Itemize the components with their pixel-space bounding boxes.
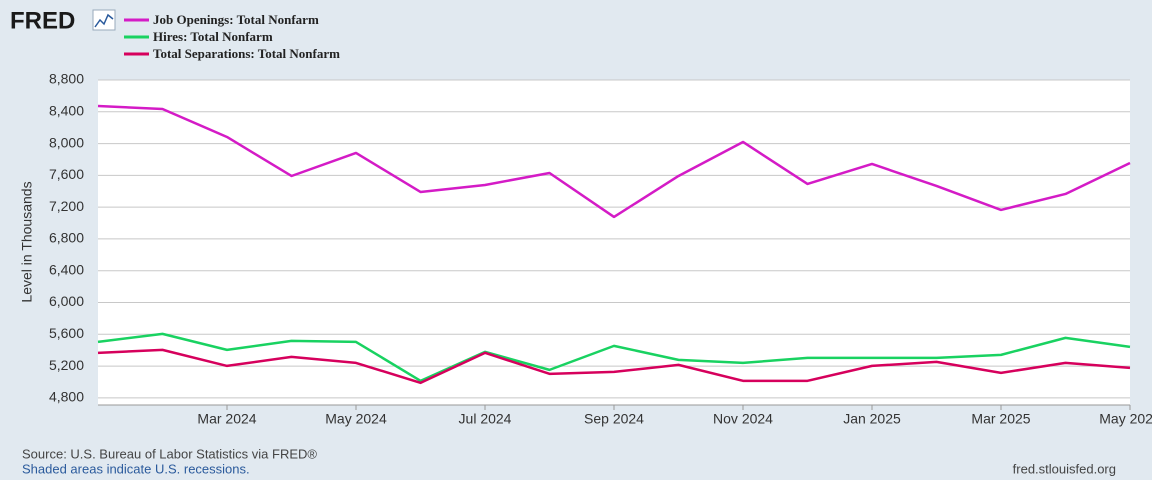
y-tick-label: 8,400	[49, 102, 84, 118]
legend-label: Job Openings: Total Nonfarm	[153, 12, 319, 27]
x-tick-label: May 2025	[1099, 411, 1152, 427]
recession-note[interactable]: Shaded areas indicate U.S. recessions.	[22, 461, 250, 476]
x-tick-label: May 2024	[325, 411, 387, 427]
y-tick-label: 8,800	[49, 71, 84, 87]
y-tick-label: 5,600	[49, 325, 84, 341]
x-tick-label: Sep 2024	[584, 411, 644, 427]
y-tick-label: 8,000	[49, 134, 84, 150]
logo-icon	[92, 9, 116, 31]
source-url[interactable]: fred.stlouisfed.org	[1013, 461, 1116, 476]
y-tick-label: 6,400	[49, 261, 84, 277]
brand-logo[interactable]: FRED	[10, 7, 75, 34]
series-line	[97, 332, 1131, 383]
series-line	[97, 348, 1131, 385]
y-tick-label: 7,200	[49, 198, 84, 214]
y-tick-label: 6,000	[49, 293, 84, 309]
y-tick-label: 4,800	[49, 389, 84, 405]
x-tick-label: Nov 2024	[713, 411, 773, 427]
x-tick-label: Jan 2025	[843, 411, 901, 427]
x-tick-label: Jul 2024	[459, 411, 512, 427]
source-text: Source: U.S. Bureau of Labor Statistics …	[22, 446, 317, 461]
plot-area	[98, 80, 1130, 405]
y-tick-label: 7,600	[49, 166, 84, 182]
legend-label: Hires: Total Nonfarm	[153, 29, 273, 44]
y-tick-label: 5,200	[49, 357, 84, 373]
x-tick-label: Mar 2024	[197, 411, 256, 427]
x-tick-label: Mar 2025	[971, 411, 1030, 427]
series-line	[97, 104, 1131, 219]
y-axis-label: Level in Thousands	[19, 181, 35, 302]
legend-label: Total Separations: Total Nonfarm	[153, 46, 340, 61]
y-tick-label: 6,800	[49, 230, 84, 246]
